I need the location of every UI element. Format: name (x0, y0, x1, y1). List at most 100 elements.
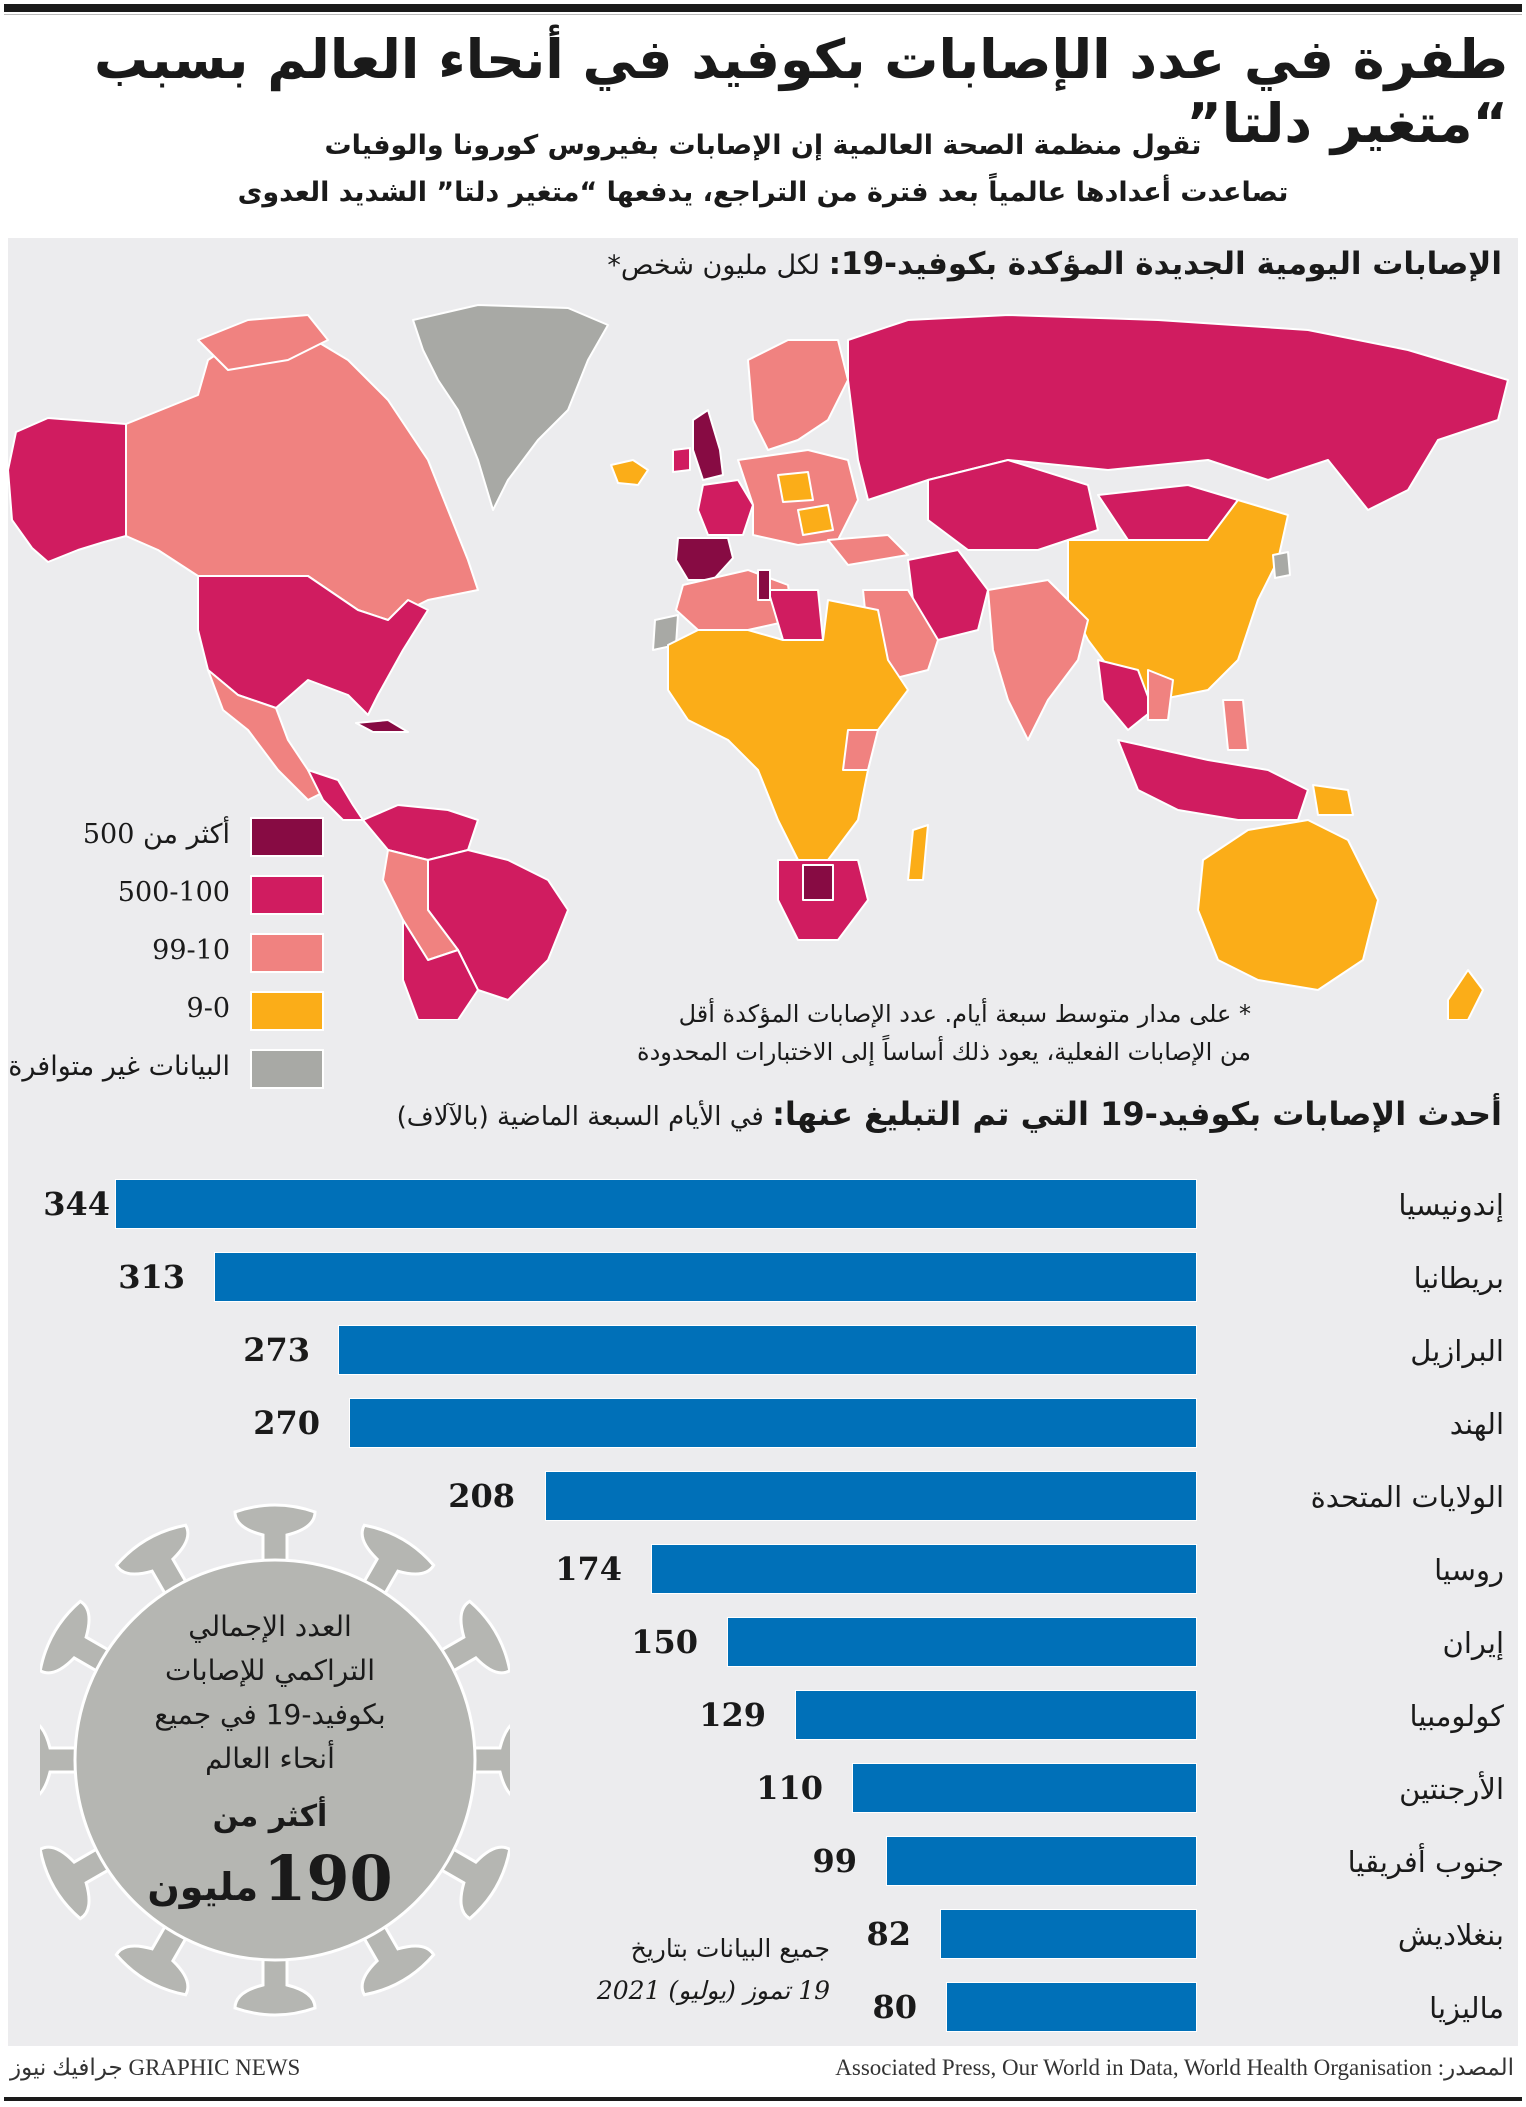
virus-icon (40, 1503, 510, 2017)
map-region-east-africa (842, 729, 879, 771)
map-region-cuba (355, 719, 409, 733)
map-title-bold: الإصابات اليومية الجديدة المؤكدة بكوفيد-… (828, 246, 1502, 282)
bar-row-iran: 150 إيران (0, 1617, 1526, 1669)
top-rule-thin (4, 14, 1522, 15)
bar-value: 82 (866, 1915, 911, 1953)
bar-value: 99 (812, 1842, 857, 1880)
legend-swatch-0-9 (250, 991, 324, 1031)
bar-row-russia: 174 روسيا (0, 1544, 1526, 1596)
virus-body (73, 1558, 477, 1962)
bar-value: 110 (756, 1769, 823, 1807)
map-region-botswana (802, 864, 834, 901)
bar-label: الهند (1449, 1407, 1504, 1441)
bar-chart-title-bold: أحدث الإصابات بكوفيد-19 التي تم التبليغ … (772, 1095, 1502, 1133)
map-region-uk (692, 409, 724, 481)
legend-swatch-100-500 (250, 875, 324, 915)
map-region-korea (1272, 551, 1291, 579)
bar-value: 80 (872, 1988, 917, 2026)
callout-line-2: التراكمي للإصابات (165, 1654, 375, 1687)
bar-value: 270 (253, 1404, 320, 1442)
map-region-png (1312, 784, 1354, 816)
callout-more-than: أكثر من (212, 1799, 328, 1834)
map-region-indonesia (1117, 739, 1309, 821)
map-region-madagascar (907, 824, 929, 881)
bar-value: 129 (699, 1696, 766, 1734)
bar-row-south-africa: 99 جنوب أفريقيا (0, 1836, 1526, 1888)
bar-row-colombia: 129 كولومبيا (0, 1690, 1526, 1742)
source-credit: المصدر: Associated Press, Our World in D… (835, 2055, 1514, 2080)
legend-swatch-no-data (250, 1049, 324, 1089)
footnote-line-1: * على مدار متوسط سبعة أيام. عدد الإصابات… (678, 1000, 1251, 1028)
bar-row-india: 270 الهند (0, 1398, 1526, 1450)
bar-row-brazil: 273 البرازيل (0, 1325, 1526, 1377)
map-region-iceland (610, 459, 649, 486)
callout-line-4: أنحاء العالم (205, 1742, 335, 1775)
top-rule (4, 4, 1522, 12)
bottom-rule (4, 2097, 1522, 2101)
map-region-australia (1197, 819, 1379, 991)
footnote-line-2: من الإصابات الفعلية، يعود ذلك أساساً إلى… (637, 1038, 1251, 1066)
map-region-greenland (412, 304, 609, 511)
bar (545, 1471, 1197, 1521)
subheadline: تقول منظمة الصحة العالمية إن الإصابات بف… (0, 122, 1526, 216)
date-note-line-1: جميع البيانات بتاريخ (630, 1934, 830, 1963)
map-region-kazakhstan (927, 459, 1099, 551)
bar-value: 273 (243, 1331, 310, 1369)
map-region-southeast-asia (1097, 659, 1154, 731)
bar (940, 1909, 1197, 1959)
bar-chart-title-light: في الأيام السبعة الماضية (بالآلاف) (396, 1102, 773, 1132)
map-region-scandinavia (747, 339, 849, 451)
map-region-vietnam (1147, 669, 1174, 721)
bar (115, 1179, 1197, 1229)
headline: طفرة في عدد الإصابات بكوفيد في أنحاء الع… (93, 28, 1509, 155)
bar-row-britain: 313 بريطانيا (0, 1252, 1526, 1304)
data-date-note: جميع البيانات بتاريخ 19 تموز (يوليو) 202… (560, 1928, 830, 2012)
bar-label: الأرجنتين (1399, 1772, 1504, 1806)
map-footnote: * على مدار متوسط سبعة أيام. عدد الإصابات… (637, 995, 1251, 1071)
callout-line-1: العدد الإجمالي (188, 1610, 352, 1643)
bar (338, 1325, 1197, 1375)
bar-value: 150 (631, 1623, 698, 1661)
callout-line-3: بكوفيد-19 في جميع (154, 1698, 386, 1731)
map-region-tunisia (757, 569, 771, 601)
legend-swatch-over-500 (250, 817, 324, 857)
map-region-philippines (1222, 699, 1249, 751)
bar-label: إندونيسيا (1398, 1188, 1504, 1222)
bar-label: البرازيل (1410, 1334, 1504, 1368)
bar (852, 1763, 1197, 1813)
map-region-argentina-chile (402, 919, 479, 1020)
bar-label: بريطانيا (1413, 1261, 1504, 1295)
bar-row-bangladesh: 82 بنغلاديش (0, 1909, 1526, 1961)
subheadline-line-2: تصاعدت أعدادها عالمياً بعد فترة من الترا… (237, 177, 1289, 208)
map-region-ireland (672, 447, 691, 473)
bar-chart-title: أحدث الإصابات بكوفيد-19 التي تم التبليغ … (397, 1095, 1502, 1133)
bar-value: 313 (118, 1258, 185, 1296)
callout-unit: مليون (147, 1865, 259, 1909)
bar-label: روسيا (1434, 1553, 1504, 1587)
bar-label: كولومبيا (1409, 1699, 1504, 1733)
map-region-turkey (827, 534, 909, 566)
bar (946, 1982, 1197, 2032)
bar-value: 174 (555, 1550, 622, 1588)
legend-swatch-10-99 (250, 933, 324, 973)
date-note-line-2: 19 تموز (يوليو) 2021 (596, 1976, 830, 2005)
legend-item: أكثر من 500 (10, 815, 324, 859)
legend-item: البيانات غير متوافرة (8, 1047, 324, 1091)
legend-item: 500-100 (10, 873, 324, 917)
cumulative-cases-value: 190 مليون (100, 1842, 440, 1915)
bar-label: جنوب أفريقيا (1347, 1845, 1504, 1879)
bar-row-usa: 208 الولايات المتحدة (0, 1471, 1526, 1523)
map-region-india (987, 579, 1089, 741)
map-region-new-zealand (1447, 969, 1484, 1020)
bar (727, 1617, 1197, 1667)
map-region-spain (675, 537, 734, 581)
map-region-canada-islands (197, 314, 329, 371)
callout-number: 190 (263, 1842, 393, 1915)
legend-item: 99-10 (10, 931, 324, 975)
legend-item: 9-0 (10, 989, 324, 1033)
bar-row-malaysia: 80 ماليزيا (0, 1982, 1526, 2034)
map-title: الإصابات اليومية الجديدة المؤكدة بكوفيد-… (607, 246, 1502, 282)
bar-value: 344 (43, 1185, 110, 1223)
bar (651, 1544, 1197, 1594)
legend-label: أكثر من 500 (82, 819, 230, 850)
